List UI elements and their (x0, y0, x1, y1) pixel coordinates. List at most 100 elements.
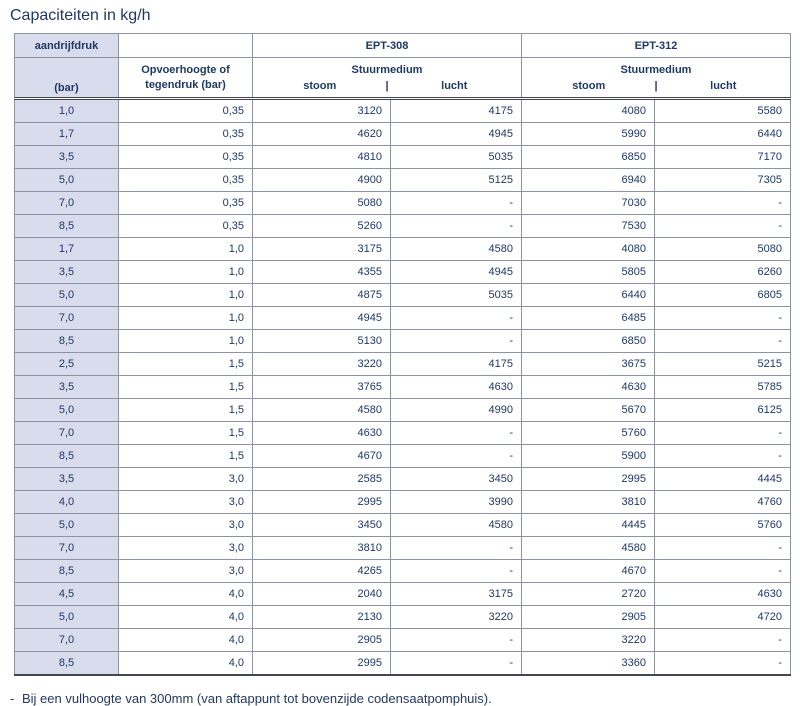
tegendruk-cell: 4,0 (118, 651, 253, 676)
bar-unit-header: (bar) (14, 57, 119, 100)
ept308-lucht-cell: 4630 (390, 375, 522, 399)
ept308-stoom-cell: 4945 (252, 306, 391, 330)
ept312-lucht-cell: - (654, 628, 791, 652)
footnote-text: Bij een vulhoogte van 300mm (van aftappu… (22, 691, 492, 706)
opvoerhoogte-line2: tegendruk (bar) (145, 78, 226, 91)
ept308-stoom-cell: 4620 (252, 122, 391, 146)
ept308-lucht-cell: 5035 (390, 145, 522, 169)
ept312-lucht-cell: - (654, 329, 791, 353)
ept308-stuurmedium-header: Stuurmedium stoom | lucht (252, 57, 522, 100)
table-row: 5,0 3,0 3450 4580 4445 5760 (14, 513, 791, 537)
table-row: 5,0 0,35 4900 5125 6940 7305 (14, 168, 791, 192)
ept308-lucht-cell: - (390, 536, 522, 560)
ept312-stoom-cell: 2905 (521, 605, 655, 629)
table-row: 7,0 3,0 3810-4580- (14, 536, 791, 560)
ept312-lucht-cell: 6260 (654, 260, 791, 284)
ept312-lucht-cell: 4445 (654, 467, 791, 491)
ept312-stoom-cell: 6940 (521, 168, 655, 192)
ept312-lucht-cell: 4630 (654, 582, 791, 606)
aandrijfdruk-header: aandrijfdruk (14, 33, 119, 58)
aandrijfdruk-cell: 3,5 (14, 375, 119, 399)
ept308-lucht-cell: - (390, 651, 522, 676)
table-row: 8,5 0,35 5260-7530- (14, 214, 791, 238)
ept308-lucht-cell: 4175 (390, 98, 522, 123)
aandrijfdruk-cell: 8,5 (14, 651, 119, 676)
ept312-lucht-cell: 5785 (654, 375, 791, 399)
aandrijfdruk-cell: 5,0 (14, 168, 119, 192)
ept308-stoom-cell: 3175 (252, 237, 391, 261)
ept308-stoom-cell: 2130 (252, 605, 391, 629)
aandrijfdruk-cell: 7,0 (14, 536, 119, 560)
aandrijfdruk-cell: 2,5 (14, 352, 119, 376)
ept308-lucht-cell: 4175 (390, 352, 522, 376)
ept308-stoom-cell: 5080 (252, 191, 391, 215)
ept308-lucht-cell: - (390, 559, 522, 583)
table-row: 3,5 1,0 4355 4945 5805 6260 (14, 260, 791, 284)
header-row-1: aandrijfdruk EPT-308 EPT-312 (14, 33, 791, 58)
ept312-stoom-cell: 7030 (521, 191, 655, 215)
ept312-stuurmedium-label: Stuurmedium (620, 63, 692, 76)
ept308-lucht-cell: 4945 (390, 122, 522, 146)
aandrijfdruk-cell: 3,5 (14, 145, 119, 169)
table-row: 2,5 1,5 3220 4175 3675 5215 (14, 352, 791, 376)
ept312-stoom-cell: 3360 (521, 651, 655, 676)
table-row: 1,0 0,35 3120 4175 4080 5580 (14, 98, 791, 123)
ept308-stoom-cell: 4630 (252, 421, 391, 445)
tegendruk-cell: 1,5 (118, 398, 253, 422)
ept308-stuurmedium-label: Stuurmedium (351, 63, 423, 76)
tegendruk-cell: 1,0 (118, 283, 253, 307)
aandrijfdruk-cell: 1,7 (14, 122, 119, 146)
aandrijfdruk-cell: 5,0 (14, 398, 119, 422)
ept308-stoom-cell: 3810 (252, 536, 391, 560)
tegendruk-cell: 0,35 (118, 168, 253, 192)
tegendruk-cell: 1,0 (118, 260, 253, 284)
ept308-lucht-cell: - (390, 329, 522, 353)
aandrijfdruk-cell: 7,0 (14, 306, 119, 330)
ept308-lucht-cell: - (390, 444, 522, 468)
ept308-group-header: EPT-308 (252, 33, 522, 58)
tegendruk-cell: 4,0 (118, 582, 253, 606)
aandrijfdruk-cell: 8,5 (14, 214, 119, 238)
ept312-lucht-cell: 4760 (654, 490, 791, 514)
ept312-stoom-cell: 3810 (521, 490, 655, 514)
ept308-stoom-cell: 3765 (252, 375, 391, 399)
ept308-lucht-cell: 3220 (390, 605, 522, 629)
tegendruk-cell: 3,0 (118, 513, 253, 537)
table-row: 8,5 4,0 2995-3360- (14, 651, 791, 676)
table-row: 3,5 3,0 2585 3450 2995 4445 (14, 467, 791, 491)
capacity-table: aandrijfdruk EPT-308 EPT-312 (bar) Opvoe… (14, 33, 791, 676)
ept312-stoom-cell: 6850 (521, 145, 655, 169)
ept308-stoom-cell: 4580 (252, 398, 391, 422)
tegendruk-cell: 3,0 (118, 467, 253, 491)
tegendruk-cell: 4,0 (118, 605, 253, 629)
ept312-stoom-label: stoom (572, 79, 606, 92)
tegendruk-cell: 0,35 (118, 191, 253, 215)
aandrijfdruk-cell: 8,5 (14, 559, 119, 583)
ept308-medium-columns: stoom | lucht (254, 78, 520, 94)
ept312-stoom-cell: 5805 (521, 260, 655, 284)
aandrijfdruk-cell: 4,5 (14, 582, 119, 606)
tegendruk-cell: 1,0 (118, 306, 253, 330)
ept308-column-separator: | (385, 79, 389, 92)
ept312-lucht-cell: 6440 (654, 122, 791, 146)
ept312-lucht-cell: 5080 (654, 237, 791, 261)
ept308-lucht-cell: 4580 (390, 513, 522, 537)
ept308-stoom-cell: 4875 (252, 283, 391, 307)
aandrijfdruk-cell: 8,5 (14, 329, 119, 353)
ept308-lucht-cell: 4990 (390, 398, 522, 422)
header-row-2: (bar) Opvoerhoogte of tegendruk (bar) St… (14, 57, 791, 100)
footnote-dash: - (10, 691, 15, 706)
ept308-lucht-cell: - (390, 628, 522, 652)
ept312-lucht-cell: - (654, 536, 791, 560)
aandrijfdruk-cell: 3,5 (14, 467, 119, 491)
ept312-lucht-cell: 5760 (654, 513, 791, 537)
ept308-lucht-cell: 5125 (390, 168, 522, 192)
table-row: 8,5 1,0 5130-6850- (14, 329, 791, 353)
table-row: 3,5 1,5 3765 4630 4630 5785 (14, 375, 791, 399)
table-row: 5,0 1,0 4875 5035 6440 6805 (14, 283, 791, 307)
ept308-stoom-cell: 4670 (252, 444, 391, 468)
aandrijfdruk-cell: 5,0 (14, 513, 119, 537)
ept312-lucht-cell: 7170 (654, 145, 791, 169)
ept312-lucht-cell: - (654, 559, 791, 583)
tegendruk-cell: 3,0 (118, 536, 253, 560)
